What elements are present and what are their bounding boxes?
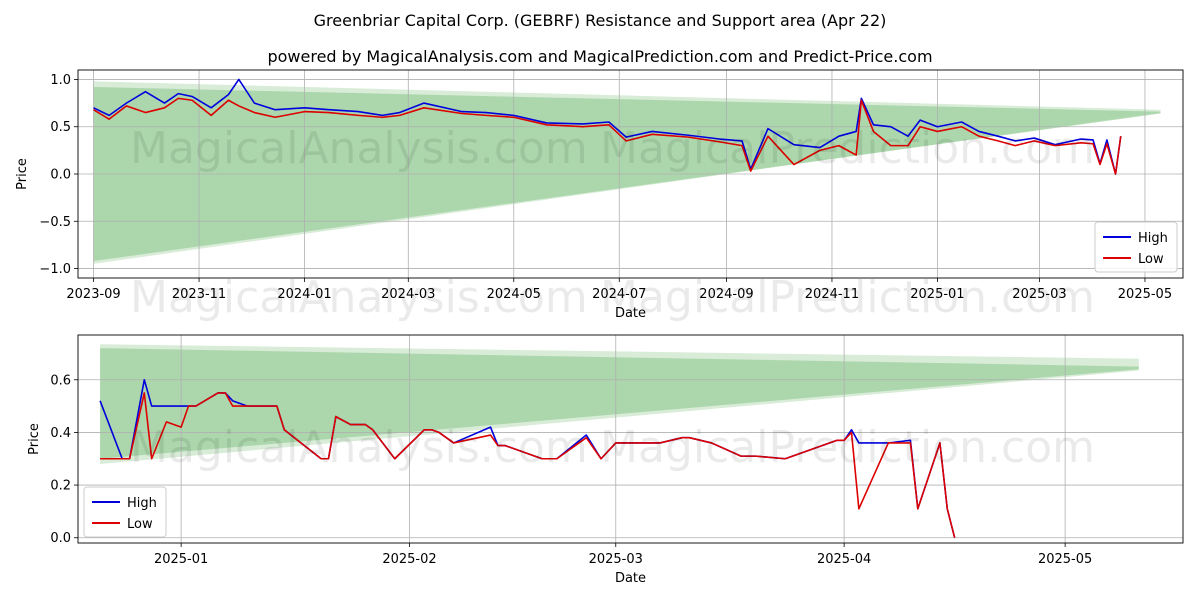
chart-subtitle: powered by MagicalAnalysis.com and Magic… bbox=[267, 47, 932, 66]
x-tick-label: 2025-03 bbox=[589, 552, 643, 567]
y-tick-label: 0.2 bbox=[50, 479, 71, 494]
y-tick-label: −1.0 bbox=[39, 262, 71, 277]
x-tick-label: 2025-01 bbox=[154, 552, 208, 567]
x-tick-label: 2023-11 bbox=[172, 287, 226, 302]
plot-frame bbox=[77, 334, 1184, 544]
legend: High Low bbox=[1094, 221, 1178, 273]
bottom-panel: 2025-01 2025-02 2025-03 2025-04 2025-05 0.0 0.… bbox=[27, 334, 1184, 586]
x-tick-label: 2025-01 bbox=[910, 287, 964, 302]
y-tick-label: 0.5 bbox=[50, 120, 71, 135]
x-tick-label: 2024-05 bbox=[487, 287, 541, 302]
series-line-high bbox=[93, 78, 1122, 175]
x-axis-label: Date bbox=[615, 571, 646, 586]
x-tick-label: 2023-09 bbox=[66, 287, 120, 302]
y-tick-label: 0.4 bbox=[50, 426, 71, 441]
x-tick-label: 2024-07 bbox=[592, 287, 646, 302]
legend-label-high: High bbox=[1138, 231, 1168, 246]
watermark-1: MagicalAnalysis.com bbox=[130, 123, 588, 174]
top-panel: 2023-09 2023-11 2024-01 2024-03 2024-05 2024-… bbox=[15, 69, 1184, 321]
watermark-3: MagicalAnalysis.com bbox=[130, 272, 588, 323]
y-tick-label: 0.0 bbox=[50, 168, 71, 183]
plot-frame bbox=[77, 69, 1184, 279]
x-tick-label: 2025-02 bbox=[382, 552, 436, 567]
x-tick-label: 2024-03 bbox=[381, 287, 435, 302]
x-tick-label: 2025-04 bbox=[817, 552, 871, 567]
legend-label-high: High bbox=[127, 496, 157, 511]
y-tick-label: −0.5 bbox=[39, 215, 71, 230]
watermark-6: MagicalPrediction.com bbox=[600, 422, 1095, 473]
legend-label-low: Low bbox=[1138, 252, 1164, 267]
watermark-5: MagicalAnalysis.com bbox=[130, 422, 588, 473]
chart-title: Greenbriar Capital Corp. (GEBRF) Resista… bbox=[314, 11, 887, 30]
watermark-4: MagicalPrediction.com bbox=[600, 272, 1095, 323]
x-axis-label: Date bbox=[615, 306, 646, 321]
x-tick-label: 2024-09 bbox=[699, 287, 753, 302]
y-tick-label: 1.0 bbox=[50, 73, 71, 88]
series-line-low bbox=[93, 97, 1122, 175]
x-tick-label: 2025-05 bbox=[1038, 552, 1092, 567]
x-tick-label: 2024-01 bbox=[277, 287, 331, 302]
y-axis-label: Price bbox=[27, 423, 42, 455]
x-tick-label: 2024-11 bbox=[805, 287, 859, 302]
legend-label-low: Low bbox=[127, 517, 153, 532]
legend-box bbox=[83, 486, 167, 538]
legend-box bbox=[1094, 221, 1178, 273]
resistance-support-band-2 bbox=[100, 348, 1139, 459]
y-axis-label: Price bbox=[15, 158, 30, 190]
watermark-2: MagicalPrediction.com bbox=[600, 123, 1095, 174]
y-tick-label: 0.0 bbox=[50, 531, 71, 546]
legend: High Low bbox=[83, 486, 167, 538]
y-tick-label: 0.6 bbox=[50, 373, 71, 388]
x-tick-label: 2025-03 bbox=[1012, 287, 1066, 302]
x-tick-label: 2025-05 bbox=[1118, 287, 1172, 302]
series-line-low bbox=[100, 392, 956, 538]
